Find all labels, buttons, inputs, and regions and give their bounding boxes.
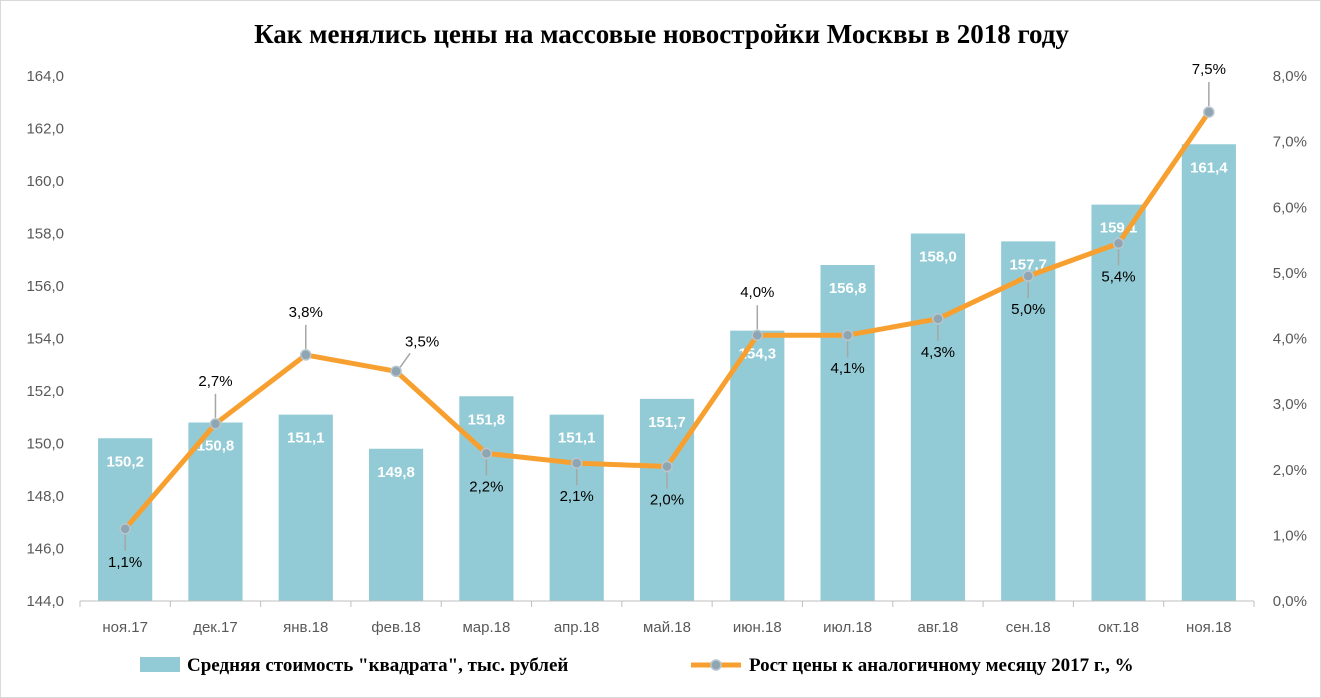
line-value-label: 1,1% — [108, 554, 142, 571]
bar — [459, 396, 514, 601]
x-axis-tick-label: авг.18 — [918, 619, 959, 636]
bar — [368, 448, 424, 601]
bar-value-label: 156,8 — [829, 280, 867, 297]
bar-value-label: 158,0 — [919, 249, 957, 266]
x-axis-ticks: ноя.17 дек.17 янв.18 фев.18 мар.18 апр.18 май.… — [79, 601, 1255, 636]
bar-value-label: 150,2 — [106, 453, 144, 470]
right-axis-tick-label: 1,0% — [1273, 527, 1307, 544]
bar-value-label: 149,8 — [377, 464, 415, 481]
line-marker — [751, 329, 764, 341]
bar — [730, 330, 785, 601]
left-axis-tick-label: 146,0 — [26, 541, 64, 558]
line-marker — [932, 313, 944, 325]
left-axis-tick-label: 152,0 — [26, 383, 64, 400]
right-axis-tick-label: 2,0% — [1273, 462, 1307, 479]
bar — [1001, 241, 1056, 601]
right-axis-tick-label: 8,0% — [1273, 68, 1307, 85]
bar — [910, 233, 966, 601]
line-marker — [570, 457, 583, 469]
line-marker — [1112, 237, 1125, 250]
line-marker — [1203, 106, 1215, 118]
line-series — [119, 106, 1215, 535]
line-value-label: 2,7% — [198, 373, 232, 390]
bar — [1091, 204, 1146, 601]
legend-line-label: Рост цены к аналогичному месяцу 2017 г.,… — [749, 655, 1134, 676]
left-axis-tick-label: 154,0 — [26, 331, 64, 348]
line-value-label: 2,0% — [650, 491, 684, 508]
bar — [1181, 144, 1236, 601]
line-value-label: 3,8% — [289, 304, 323, 321]
left-axis-ticks: 144,0 146,0 148,0 150,0 152,0 154,0 156,0 158,0… — [26, 68, 64, 610]
left-axis-tick-label: 156,0 — [26, 278, 64, 295]
bar-series — [98, 144, 1236, 601]
legend-bar-label: Средняя стоимость "квадрата", тыс. рубле… — [187, 655, 568, 676]
bar — [639, 398, 695, 601]
x-axis-tick-label: апр.18 — [554, 619, 600, 636]
label-leader-lines — [124, 82, 1210, 551]
left-axis-tick-label: 158,0 — [26, 226, 64, 243]
bar-value-label: 151,8 — [468, 411, 506, 428]
line-marker — [1022, 270, 1034, 282]
line-value-label: 2,1% — [560, 488, 594, 505]
x-axis-tick-label: окт.18 — [1098, 619, 1139, 636]
x-axis-tick-label: фев.18 — [371, 619, 421, 636]
line-marker — [841, 329, 854, 341]
right-axis-tick-label: 6,0% — [1273, 199, 1307, 216]
legend-line-marker — [710, 659, 722, 671]
x-axis-tick-label: ноя.18 — [1186, 619, 1232, 636]
line-value-label: 3,5% — [405, 333, 439, 350]
x-axis-tick-label: мар.18 — [462, 619, 510, 636]
left-axis-tick-label: 164,0 — [26, 68, 64, 85]
line-marker — [209, 418, 222, 430]
x-axis-tick-label: июн.18 — [733, 619, 782, 636]
left-axis-tick-label: 160,0 — [26, 173, 64, 190]
line-marker — [300, 349, 312, 361]
left-axis-tick-label: 150,0 — [26, 436, 64, 453]
x-axis-tick-label: сен.18 — [1006, 619, 1051, 636]
line-value-label: 4,3% — [921, 344, 955, 361]
bar — [188, 422, 243, 601]
legend-bar-swatch — [140, 657, 180, 672]
left-axis-tick-label: 162,0 — [26, 121, 64, 138]
legend: Средняя стоимость "квадрата", тыс. рубле… — [140, 655, 1134, 676]
right-axis-tick-label: 7,0% — [1273, 134, 1307, 151]
bar-value-label: 150,8 — [197, 438, 235, 455]
bar-value-label: 151,1 — [558, 430, 596, 447]
bar-value-label: 161,4 — [1190, 159, 1228, 176]
left-axis-tick-label: 148,0 — [26, 488, 64, 505]
right-axis-tick-label: 0,0% — [1273, 593, 1307, 610]
line-value-label: 4,1% — [831, 360, 865, 377]
right-axis-tick-label: 3,0% — [1273, 396, 1307, 413]
x-axis-tick-label: янв.18 — [283, 619, 328, 636]
line-value-label: 5,0% — [1011, 301, 1045, 318]
bar — [549, 414, 604, 601]
line-value-label: 2,2% — [469, 478, 503, 495]
x-axis-tick-label: ноя.17 — [102, 619, 148, 636]
right-axis-ticks: 0,0% 1,0% 2,0% 3,0% 4,0% 5,0% 6,0% 7,0% 8,0% — [1273, 68, 1307, 610]
bar-value-label: 151,7 — [648, 414, 686, 431]
x-axis-tick-label: дек.17 — [193, 619, 238, 636]
line-value-label: 5,4% — [1101, 268, 1135, 285]
line-marker — [390, 365, 402, 378]
bar-value-label: 157,7 — [1009, 256, 1047, 273]
left-axis-tick-label: 144,0 — [26, 593, 64, 610]
line-value-label: 4,0% — [740, 284, 774, 301]
line-marker — [661, 460, 673, 473]
x-axis-tick-label: июл.18 — [823, 619, 872, 636]
line-value-labels: 1,1% 2,7% 3,8% 3,5% 2,2% 2,1% 2,0% 4,0% 4,1% 4,3%… — [108, 61, 1226, 571]
line-marker — [119, 523, 131, 535]
right-axis-tick-label: 4,0% — [1273, 331, 1307, 348]
right-axis-tick-label: 5,0% — [1273, 265, 1307, 282]
bar-value-label: 151,1 — [287, 430, 325, 447]
line-value-label: 7,5% — [1192, 61, 1226, 78]
bar — [98, 438, 153, 601]
x-axis-tick-label: май.18 — [643, 619, 691, 636]
leader-line — [399, 352, 411, 368]
bar — [820, 265, 875, 601]
line-marker — [480, 447, 493, 460]
chart-title: Как менялись цены на массовые новостройк… — [254, 19, 1069, 49]
bar — [278, 414, 333, 601]
